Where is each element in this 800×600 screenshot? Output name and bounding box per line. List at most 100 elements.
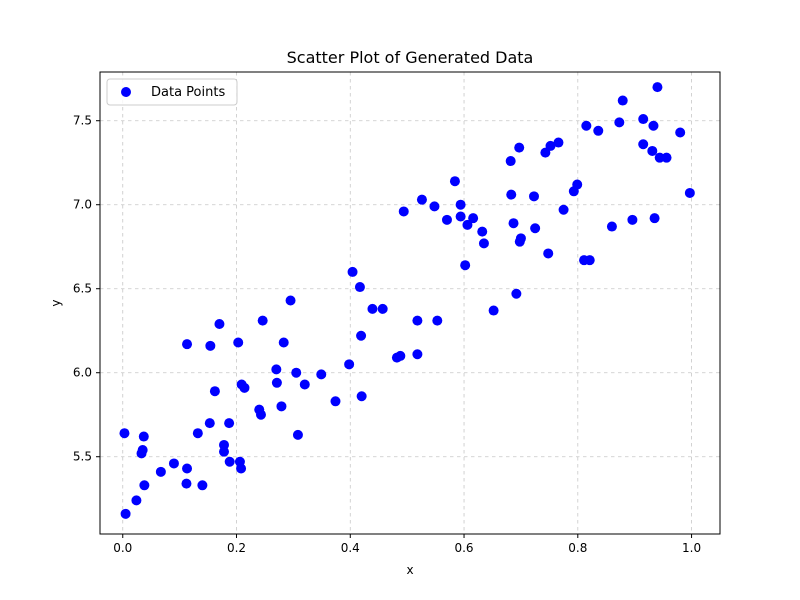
data-point [181, 478, 192, 489]
data-point [255, 409, 266, 420]
data-point [606, 221, 617, 232]
data-point [530, 223, 541, 234]
data-point [488, 305, 499, 316]
data-point [506, 189, 517, 200]
y-axis-label: y [49, 299, 63, 306]
data-point [460, 260, 471, 271]
data-point [354, 282, 365, 293]
data-point [120, 508, 131, 519]
y-tick-label: 5.5 [73, 450, 92, 464]
legend-box [106, 78, 238, 106]
y-tick-label: 6.5 [73, 282, 92, 296]
data-point [299, 379, 310, 390]
data-point [292, 429, 303, 440]
data-point [477, 226, 488, 237]
data-point [468, 213, 479, 224]
data-point [205, 340, 216, 351]
data-point [584, 255, 595, 266]
data-point [285, 295, 296, 306]
data-point [553, 137, 564, 148]
data-point [131, 495, 142, 506]
data-point [278, 337, 289, 348]
data-point [367, 303, 378, 314]
legend-marker-icon [121, 87, 131, 97]
data-point [441, 214, 452, 225]
data-point [233, 337, 244, 348]
y-tick-label: 7.5 [73, 114, 92, 128]
data-point [515, 233, 526, 244]
data-point [558, 204, 569, 215]
x-tick-label: 0.6 [454, 541, 473, 555]
data-point [239, 382, 250, 393]
data-point [224, 418, 235, 429]
data-point [449, 176, 460, 187]
data-point [661, 152, 672, 163]
data-point [214, 319, 225, 329]
data-point [684, 187, 695, 198]
x-axis-label: x [406, 563, 413, 577]
data-points [119, 82, 695, 519]
data-point [155, 466, 166, 477]
data-point [356, 330, 367, 341]
data-point [330, 396, 341, 407]
data-point [648, 120, 659, 131]
data-point [614, 117, 625, 128]
data-point [545, 140, 556, 151]
data-point [675, 127, 686, 138]
data-point [137, 445, 148, 455]
data-point [398, 206, 409, 217]
data-point [593, 125, 604, 136]
data-point [204, 418, 215, 429]
data-point [271, 377, 282, 388]
data-point [276, 401, 287, 412]
data-point [462, 219, 473, 230]
data-point [649, 213, 660, 224]
data-point [508, 218, 519, 229]
data-point [581, 120, 592, 131]
data-point [647, 145, 658, 156]
x-tick-label: 0.2 [227, 541, 246, 555]
data-point [168, 458, 179, 469]
data-point [344, 359, 355, 370]
data-point [429, 201, 440, 212]
data-point [182, 339, 193, 350]
data-point [638, 139, 649, 150]
plot-frame [99, 71, 721, 535]
data-point [236, 463, 247, 474]
data-point [617, 95, 628, 106]
data-point [356, 391, 367, 402]
data-point [182, 463, 193, 474]
x-tick-label: 0.8 [568, 541, 587, 555]
data-point [412, 315, 423, 326]
data-point [209, 386, 220, 397]
data-point [505, 156, 516, 167]
x-tick-label: 0.4 [341, 541, 360, 555]
grid-lines [100, 72, 720, 534]
x-tick-label: 1.0 [682, 541, 701, 555]
data-point [197, 480, 208, 491]
data-point [455, 211, 466, 222]
legend-label: Data Points [151, 85, 225, 100]
x-tick-label: 0.0 [113, 541, 132, 555]
data-point [138, 431, 149, 442]
data-point [291, 367, 302, 378]
data-point [511, 288, 522, 299]
data-point [572, 179, 583, 190]
data-point [627, 214, 638, 225]
data-point [271, 364, 282, 375]
data-point [478, 238, 489, 249]
data-point [119, 428, 130, 439]
data-point [395, 350, 406, 361]
data-point [543, 248, 554, 259]
axis-ticks: 0.0 0.2 0.4 0.6 0.8 1.0 5.5 6.0 6.5 7.0 7.5 [73, 114, 701, 555]
data-point [638, 114, 649, 125]
data-point [347, 266, 358, 277]
data-point [224, 456, 235, 467]
data-point [514, 142, 525, 153]
data-point [432, 315, 443, 326]
data-point [219, 439, 229, 450]
data-point [455, 199, 466, 210]
chart-title: Scatter Plot of Generated Data [287, 48, 534, 67]
data-point [377, 303, 388, 314]
data-point [316, 369, 327, 380]
